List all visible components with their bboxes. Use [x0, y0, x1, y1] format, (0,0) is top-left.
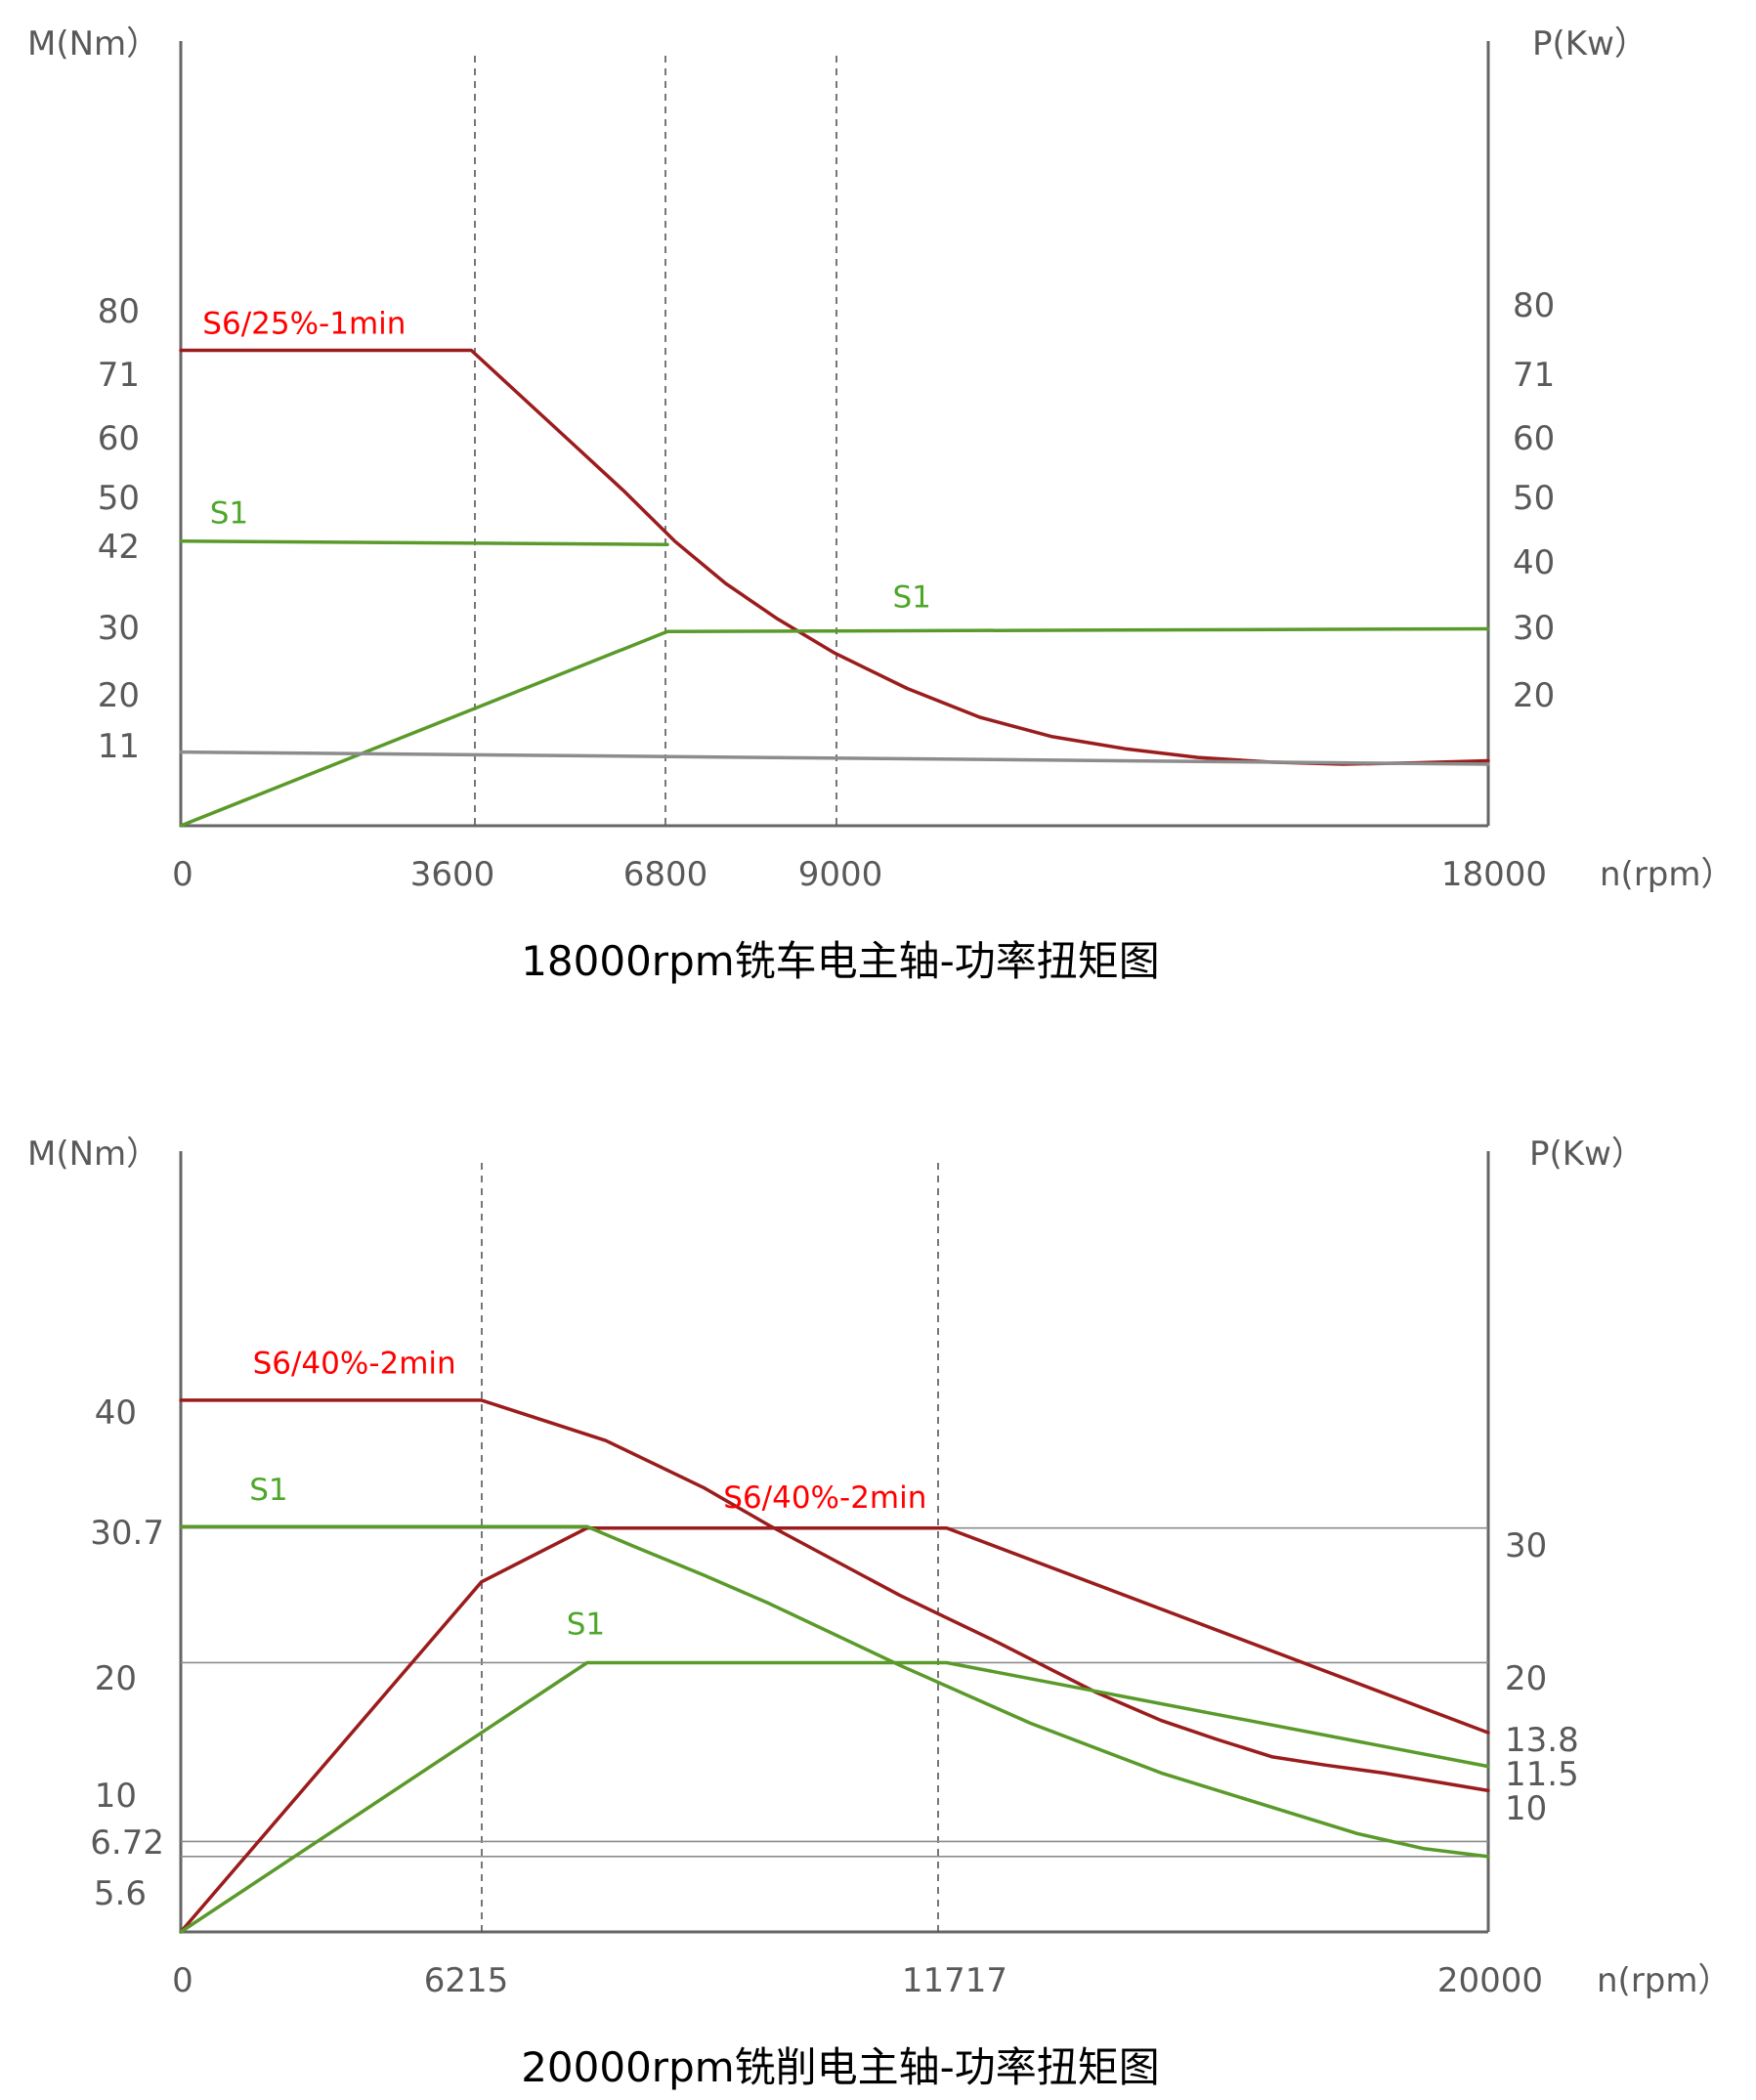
chart-2-series-label: S1	[567, 1607, 605, 1643]
chart-2-ytick-right: 20	[1505, 1659, 1547, 1698]
chart-1-xlabel: n(rpm）	[1600, 855, 1735, 894]
chart-2-xtick: 6215	[424, 1961, 509, 2000]
chart-1-series-label: S6/25%-1min	[202, 306, 406, 341]
chart-2-plot: S6/40%-2min S1 S6/40%-2min S1	[179, 1346, 1490, 1934]
chart-1-ytick-left: 11	[98, 727, 140, 766]
chart-2-xtick: 20000	[1437, 1961, 1543, 2000]
chart-1-ytick-left: 30	[98, 609, 140, 648]
chart-1-series-s1-1	[179, 539, 669, 546]
chart-2-series-s1-2	[179, 1524, 1490, 1859]
chart-1-ytick-right: 30	[1513, 609, 1555, 648]
chart-2-ytick-left: 6.72	[90, 1823, 164, 1863]
chart-1-series-label: S1	[210, 495, 248, 531]
chart-2-ylabel-left: M(Nm）	[27, 1135, 159, 1174]
chart-1-series-label: S1	[892, 580, 930, 616]
chart-1-ytick-right: 20	[1513, 676, 1555, 715]
chart-1-ytick-right: 80	[1513, 286, 1555, 325]
chart-1-plot: S6/25%-1min S1 S1	[179, 306, 1490, 828]
chart-1-ytick-right: 40	[1513, 543, 1555, 582]
chart-1-ytick-right: 60	[1513, 419, 1555, 458]
chart-2-series-label: S6/40%-2min	[253, 1346, 456, 1381]
chart-1-ylabel-left: M(Nm）	[27, 24, 159, 64]
chart-2-ytick-right: 11.5	[1505, 1755, 1579, 1794]
chart-2-series-label: S6/40%-2min	[723, 1480, 926, 1516]
chart-2-ytick-right: 10	[1505, 1789, 1547, 1828]
chart-2-ytick-right: 13.8	[1505, 1721, 1579, 1760]
chart-1-xtick: 18000	[1441, 855, 1547, 894]
chart-1-ytick-left: 60	[98, 419, 140, 458]
chart-2-series-s1-3	[179, 1660, 1490, 1934]
chart-1: M(Nm） P(Kw） n(rpm） 80 71 60 50 42 30 20 …	[27, 24, 1735, 985]
chart-1-ytick-left: 42	[98, 528, 140, 567]
chart-2: M(Nm） P(Kw） n(rpm） 40 30.7 20 10 6.72 5.…	[27, 1135, 1732, 2091]
chart-2-ylabel-right: P(Kw）	[1529, 1135, 1645, 1174]
chart-2-xtick: 11717	[902, 1961, 1007, 2000]
chart-1-ytick-left: 80	[98, 292, 140, 331]
chart-1-ylabel-right: P(Kw）	[1532, 24, 1648, 64]
chart-2-xtick: 0	[172, 1961, 193, 2000]
chart-1-ytick-right: 71	[1513, 356, 1555, 395]
chart-2-gridlines	[181, 1526, 1488, 1858]
chart-1-xtick: 3600	[410, 855, 495, 894]
chart-2-ytick-left: 10	[95, 1777, 137, 1816]
chart-1-ytick-right: 50	[1513, 479, 1555, 518]
chart-1-ytick-left: 50	[98, 479, 140, 518]
chart-2-series-s6-40-2min-0	[179, 1398, 1490, 1793]
chart-1-xtick: 9000	[798, 855, 883, 894]
chart-2-ytick-left: 20	[95, 1659, 137, 1698]
chart-1-series-s6-25-1min-0	[179, 348, 1490, 766]
chart-1-title: 18000rpm铣车电主轴-功率扭矩图	[521, 937, 1160, 985]
chart-1-ytick-left: 71	[98, 356, 140, 395]
chart-1-xtick: 6800	[623, 855, 708, 894]
chart-2-ytick-right: 30	[1505, 1526, 1547, 1565]
chart-2-ytick-left: 30.7	[90, 1514, 164, 1553]
chart-2-ytick-left: 40	[95, 1393, 137, 1433]
chart-1-series-s1-2	[179, 626, 1490, 828]
chart-2-title: 20000rpm铣削电主轴-功率扭矩图	[521, 2043, 1160, 2091]
chart-1-xtick: 0	[172, 855, 193, 894]
chart-1-ytick-left: 20	[98, 676, 140, 715]
chart-2-ytick-left: 5.6	[94, 1874, 147, 1913]
chart-1-series-reference-3	[179, 750, 1490, 766]
chart-2-series-label: S1	[249, 1473, 287, 1508]
chart-2-xlabel: n(rpm）	[1597, 1961, 1732, 2000]
